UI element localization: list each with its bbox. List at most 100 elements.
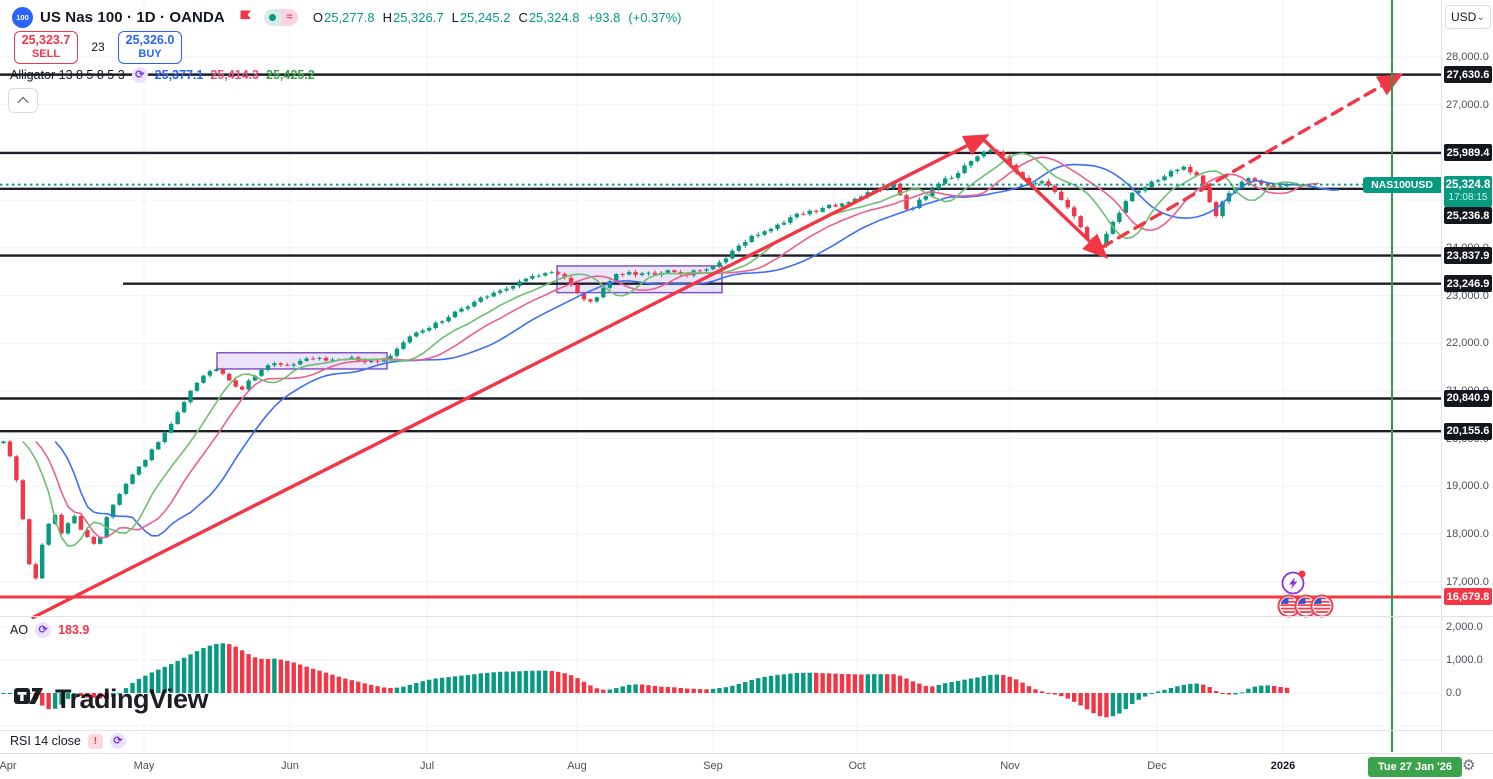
candle[interactable] <box>665 270 671 273</box>
candle[interactable] <box>736 245 741 251</box>
candle[interactable] <box>304 358 309 361</box>
candle[interactable] <box>897 183 903 196</box>
candle[interactable] <box>407 336 413 343</box>
candle[interactable] <box>762 231 767 235</box>
candle[interactable] <box>1259 180 1264 184</box>
candle[interactable] <box>1033 183 1038 185</box>
candle[interactable] <box>214 369 219 372</box>
candle[interactable] <box>530 276 535 279</box>
candle[interactable] <box>175 412 180 424</box>
candle[interactable] <box>904 195 909 210</box>
candle[interactable] <box>1059 191 1064 201</box>
candle[interactable] <box>646 272 651 274</box>
candle[interactable] <box>239 386 245 390</box>
candle[interactable] <box>1175 169 1180 172</box>
candle[interactable] <box>1155 180 1161 182</box>
candle[interactable] <box>149 449 155 461</box>
candle[interactable] <box>807 210 812 215</box>
candle[interactable] <box>181 402 187 413</box>
candle[interactable] <box>833 204 838 207</box>
candle[interactable] <box>388 355 393 360</box>
candle[interactable] <box>543 273 548 276</box>
candle[interactable] <box>1246 178 1251 182</box>
candle[interactable] <box>169 423 174 433</box>
candle[interactable] <box>259 369 264 376</box>
price-scale[interactable]: USD ⌄ 28,000.027,000.024,000.023,000.022… <box>1441 0 1493 779</box>
candle[interactable] <box>246 380 251 390</box>
candle[interactable] <box>414 332 419 337</box>
candle[interactable] <box>201 375 206 383</box>
candle[interactable] <box>1271 185 1277 187</box>
candle[interactable] <box>556 272 561 274</box>
rsi-legend[interactable]: RSI 14 close ! ⟳ <box>10 733 126 749</box>
candle[interactable] <box>1136 190 1141 193</box>
candle[interactable] <box>162 432 167 443</box>
candle[interactable] <box>568 277 574 285</box>
candle[interactable] <box>697 270 703 272</box>
candle[interactable] <box>491 292 496 297</box>
candle[interactable] <box>130 474 135 484</box>
candle[interactable] <box>1284 184 1290 187</box>
candle[interactable] <box>136 466 142 475</box>
candle[interactable] <box>1162 176 1167 181</box>
candle[interactable] <box>72 516 77 524</box>
market-status-pill[interactable]: ≈ <box>263 8 298 26</box>
candle[interactable] <box>1117 212 1122 222</box>
candle[interactable] <box>594 297 600 302</box>
candle[interactable] <box>1201 175 1206 188</box>
candle[interactable] <box>943 178 948 184</box>
candle[interactable] <box>323 357 329 361</box>
candle[interactable] <box>788 217 793 223</box>
candle[interactable] <box>781 222 787 225</box>
candle[interactable] <box>98 537 103 544</box>
candle[interactable] <box>917 199 922 209</box>
trendline[interactable] <box>980 136 1109 259</box>
candle[interactable] <box>46 523 51 545</box>
candle[interactable] <box>59 514 64 534</box>
candle[interactable] <box>1 441 6 444</box>
candle[interactable] <box>291 364 296 366</box>
sell-button[interactable]: 25,323.7 SELL <box>14 30 78 64</box>
candle[interactable] <box>549 272 554 274</box>
candle[interactable] <box>1046 181 1051 186</box>
candle[interactable] <box>439 321 445 323</box>
candle[interactable] <box>775 224 780 229</box>
candle[interactable] <box>1052 185 1058 192</box>
candle[interactable] <box>85 529 90 537</box>
candle[interactable] <box>1220 201 1225 216</box>
projection-trendline-dashed[interactable] <box>1100 73 1404 250</box>
candle[interactable] <box>91 536 96 544</box>
candle[interactable] <box>497 290 503 293</box>
candle[interactable] <box>265 365 271 370</box>
candle[interactable] <box>227 373 232 381</box>
candle[interactable] <box>536 275 542 277</box>
candle[interactable] <box>272 363 277 366</box>
candle[interactable] <box>310 358 316 360</box>
candle[interactable] <box>1278 186 1283 188</box>
candle[interactable] <box>1065 200 1070 208</box>
candle[interactable] <box>1239 181 1245 189</box>
time-scale[interactable]: Apr May Jun Jul Aug Sep Oct Nov Dec 2026 Tue 27 J… <box>0 753 1493 779</box>
candle[interactable] <box>988 150 993 152</box>
candle[interactable] <box>755 234 761 236</box>
candle[interactable] <box>575 284 580 294</box>
candle[interactable] <box>1001 152 1006 156</box>
candle[interactable] <box>620 274 625 275</box>
candle[interactable] <box>78 516 84 530</box>
candle[interactable] <box>955 173 961 178</box>
candle[interactable] <box>826 204 832 209</box>
candle[interactable] <box>459 308 464 312</box>
candle[interactable] <box>427 327 432 331</box>
candle[interactable] <box>801 213 806 215</box>
candle[interactable] <box>794 213 800 218</box>
symbol-logo[interactable]: 100 <box>12 6 33 28</box>
candle[interactable] <box>814 210 819 212</box>
candle[interactable] <box>839 203 845 207</box>
candle[interactable] <box>20 480 26 520</box>
candle[interactable] <box>601 287 606 298</box>
candle[interactable] <box>614 274 619 282</box>
candle[interactable] <box>472 301 477 307</box>
candle[interactable] <box>285 364 290 366</box>
candle[interactable] <box>401 342 406 349</box>
